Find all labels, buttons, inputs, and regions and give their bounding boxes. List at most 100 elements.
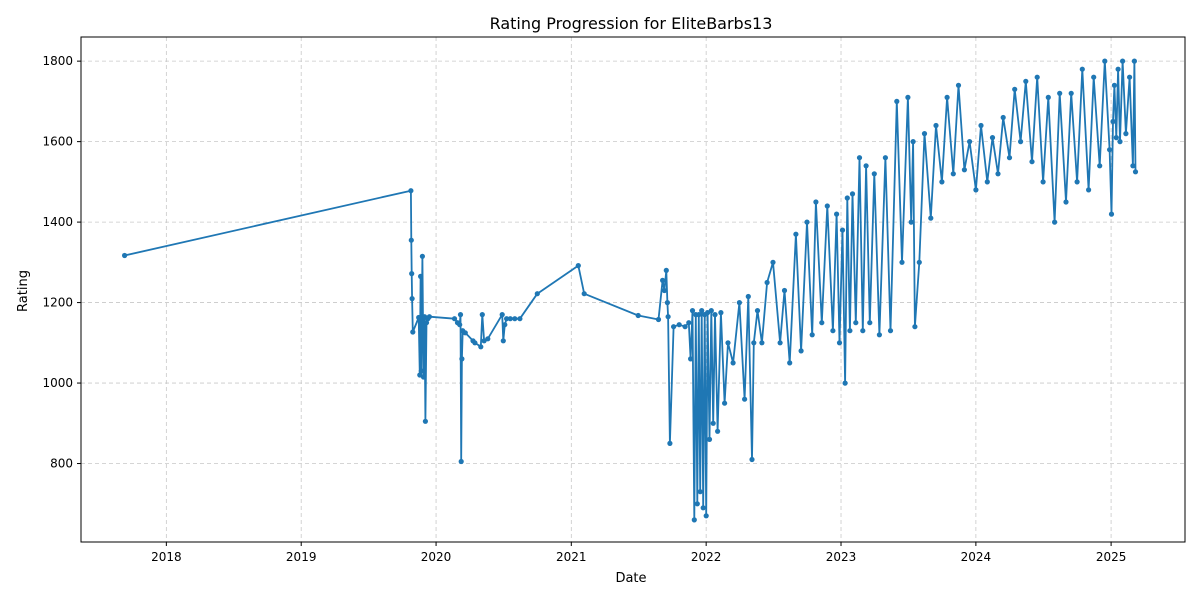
data-point — [1023, 78, 1029, 84]
data-point — [710, 420, 716, 426]
data-point — [955, 82, 962, 88]
y-tick-label: 1200 — [42, 296, 73, 310]
data-point — [824, 203, 830, 209]
y-tick-label: 800 — [50, 457, 73, 471]
data-point — [770, 259, 776, 265]
data-point — [961, 167, 968, 173]
data-point — [933, 122, 939, 129]
data-point — [422, 418, 428, 424]
data-point — [798, 348, 804, 354]
data-point — [635, 312, 641, 319]
data-point — [664, 300, 671, 306]
data-point — [745, 293, 751, 300]
data-point — [1029, 159, 1035, 165]
data-point — [458, 458, 464, 465]
data-point — [1000, 114, 1006, 121]
data-point — [655, 316, 662, 323]
data-point — [500, 338, 506, 344]
data-point — [671, 324, 677, 330]
data-point — [708, 308, 714, 314]
data-point — [703, 513, 709, 519]
data-point — [834, 211, 840, 217]
data-point — [984, 179, 990, 185]
data-point — [688, 356, 694, 362]
x-tick-label: 2020 — [421, 550, 452, 564]
data-point — [408, 237, 414, 243]
data-point — [787, 360, 793, 366]
data-point — [122, 252, 128, 259]
y-axis-ticks: 800 1000 1200 1400 1600 1800 — [42, 54, 81, 471]
data-point — [839, 227, 846, 233]
data-point — [451, 316, 458, 322]
data-point — [860, 328, 866, 334]
data-point — [1034, 74, 1040, 80]
data-point — [1120, 58, 1126, 64]
data-point — [457, 312, 464, 318]
data-point — [764, 279, 770, 286]
data-point — [667, 440, 673, 446]
data-point — [1131, 58, 1137, 64]
data-point — [967, 139, 973, 145]
data-point — [700, 505, 706, 511]
y-tick-label: 1600 — [42, 135, 73, 149]
data-point — [472, 340, 478, 346]
data-point — [916, 259, 922, 265]
data-point — [416, 314, 422, 321]
data-point — [517, 316, 523, 322]
y-tick-label: 1800 — [42, 54, 73, 68]
data-point — [706, 436, 713, 442]
data-point — [1132, 169, 1139, 175]
data-point — [1091, 74, 1097, 80]
data-point — [1040, 179, 1046, 185]
data-point — [759, 340, 765, 346]
data-point — [699, 308, 705, 314]
data-point — [781, 287, 788, 294]
x-axis-ticks: 2018 2019 2020 2021 2022 2023 2024 2025 — [151, 542, 1126, 564]
data-point — [973, 187, 979, 193]
data-point — [1086, 187, 1092, 193]
data-point — [1127, 74, 1133, 80]
data-point — [863, 163, 869, 169]
data-point — [722, 400, 728, 406]
x-tick-label: 2024 — [961, 550, 992, 564]
data-point — [418, 273, 424, 279]
data-point — [718, 310, 724, 316]
data-point — [696, 312, 702, 318]
data-point — [1052, 219, 1058, 225]
data-point — [754, 308, 761, 314]
x-tick-label: 2018 — [151, 550, 182, 564]
plot-area-frame — [80, 36, 1186, 543]
data-point — [736, 300, 743, 306]
data-point — [682, 324, 688, 330]
x-tick-label: 2023 — [826, 550, 857, 564]
data-point — [1113, 135, 1119, 141]
y-tick-label: 1000 — [42, 376, 73, 390]
data-point — [793, 231, 799, 237]
data-point — [1063, 199, 1069, 205]
data-point — [1018, 139, 1024, 145]
data-point — [1108, 211, 1115, 217]
data-point — [905, 94, 911, 100]
data-point — [742, 396, 748, 402]
data-point — [1079, 66, 1085, 72]
data-point — [809, 332, 815, 338]
x-tick-label: 2025 — [1096, 550, 1127, 564]
x-tick-label: 2019 — [286, 550, 317, 564]
data-point — [459, 356, 465, 362]
data-point — [894, 98, 900, 104]
data-point — [842, 380, 848, 386]
data-point — [912, 324, 918, 330]
data-point — [1057, 90, 1063, 96]
data-point — [871, 171, 877, 177]
data-point — [950, 171, 956, 177]
data-point — [1102, 58, 1108, 64]
data-point — [419, 253, 425, 259]
data-point — [910, 139, 916, 145]
data-point — [504, 316, 510, 322]
data-point — [663, 267, 669, 273]
data-point — [408, 188, 414, 194]
data-point — [502, 322, 508, 328]
data-point — [1110, 118, 1116, 125]
data-point — [479, 312, 485, 318]
